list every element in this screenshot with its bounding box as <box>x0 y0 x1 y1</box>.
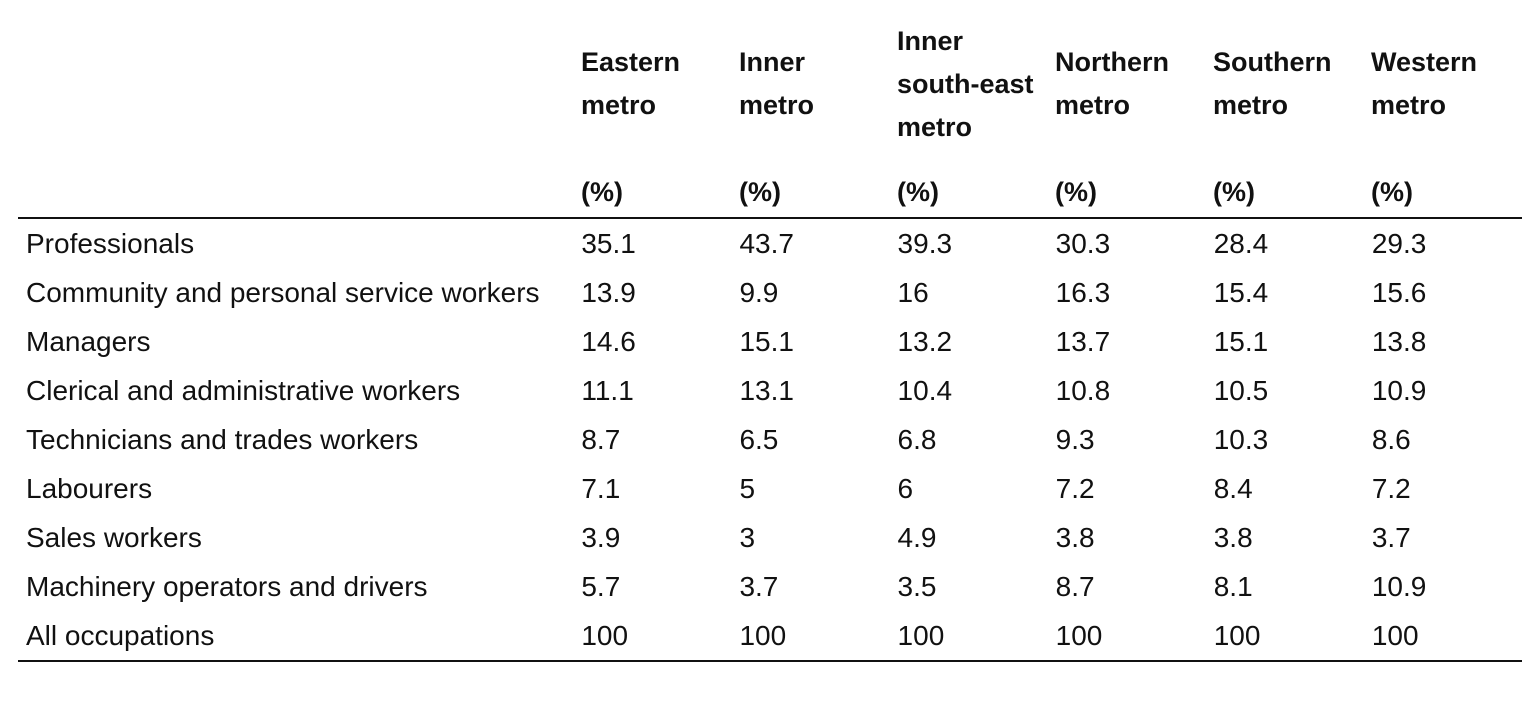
cell-value: 3.5 <box>897 570 937 602</box>
cell-value: 7.2 <box>1055 472 1095 504</box>
table: Professionals 35.1 43.7 39.3 30.3 28.4 29.3 Com… <box>18 219 1522 662</box>
column-header: Southern metro (%) <box>1205 0 1363 217</box>
cell-value: 10.3 <box>1213 423 1269 455</box>
column-label: Southern metro <box>1213 47 1332 120</box>
cell-value: 100 <box>1371 619 1419 651</box>
table-row: Technicians and trades workers 8.7 6.5 6.8 9… <box>18 415 1522 464</box>
table-row: Labourers 7.1 5 6 7.2 8.4 7.2 <box>18 464 1522 513</box>
cell-value: 8.7 <box>1055 570 1095 602</box>
table-header: Eastern metro (%) Inner metro (%) Inner sout… <box>18 0 1522 219</box>
cell-value: 15.4 <box>1213 276 1269 308</box>
cell-value: 100 <box>581 619 629 651</box>
cell-value: 13.7 <box>1055 325 1111 357</box>
column-unit: (%) <box>1055 177 1097 207</box>
cell-value: 8.7 <box>581 423 621 455</box>
cell-value: 9.9 <box>739 276 779 308</box>
cell-value: 6.8 <box>897 423 937 455</box>
cell-value: 13.1 <box>739 374 794 406</box>
cell-value: 3.8 <box>1055 521 1095 553</box>
column-header: Northern metro (%) <box>1047 0 1205 217</box>
cell-value: 16 <box>897 276 929 308</box>
cell-value: 8.1 <box>1213 570 1253 602</box>
row-label: Clerical and administrative workers <box>26 374 461 406</box>
cell-value: 7.1 <box>581 472 621 504</box>
cell-value: 10.9 <box>1371 374 1427 406</box>
cell-value: 4.9 <box>897 521 937 553</box>
column-unit: (%) <box>897 177 939 207</box>
cell-value: 100 <box>739 619 787 651</box>
cell-value: 10.5 <box>1213 374 1269 406</box>
cell-value: 6 <box>897 472 914 504</box>
column-header: Western metro (%) <box>1363 0 1521 217</box>
column-header: Inner metro (%) <box>731 0 889 217</box>
table-row: Community and personal service workers 13… <box>18 268 1522 317</box>
cell-value: 30.3 <box>1055 227 1111 259</box>
cell-value: 16.3 <box>1055 276 1111 308</box>
cell-value: 13.9 <box>581 276 636 308</box>
cell-value: 15.6 <box>1371 276 1427 308</box>
column-label: Northern metro <box>1055 47 1169 120</box>
cell-value: 3.7 <box>739 570 779 602</box>
column-header: Inner south-east metro (%) <box>889 0 1047 217</box>
cell-value: 8.6 <box>1371 423 1411 455</box>
column-label: Inner south-east metro <box>897 25 1034 142</box>
row-label: Professionals <box>26 227 195 259</box>
column-unit: (%) <box>581 177 623 207</box>
table-container: Eastern metro (%) Inner metro (%) Inner sout… <box>18 0 1522 662</box>
cell-value: 3 <box>739 521 756 553</box>
table-row: Managers 14.6 15.1 13.2 13.7 15.1 13.8 <box>18 317 1522 366</box>
cell-value: 10.8 <box>1055 374 1111 406</box>
row-label: Sales workers <box>26 521 202 553</box>
table-row: Sales workers 3.9 3 4.9 3.8 3.8 3.7 <box>18 513 1522 562</box>
cell-value: 13.8 <box>1371 325 1427 357</box>
cell-value: 100 <box>1055 619 1103 651</box>
cell-value: 11.1 <box>581 374 634 406</box>
cell-value: 15.1 <box>739 325 794 357</box>
column-unit: (%) <box>1213 177 1255 207</box>
row-label: Managers <box>26 325 151 357</box>
cell-value: 13.2 <box>897 325 953 357</box>
table-row: Clerical and administrative workers 11.1 1… <box>18 366 1522 415</box>
column-unit: (%) <box>739 177 781 207</box>
table-row: Professionals 35.1 43.7 39.3 30.3 28.4 29.3 <box>18 219 1522 268</box>
cell-value: 5 <box>739 472 756 504</box>
column-unit: (%) <box>1371 177 1413 207</box>
cell-value: 100 <box>1213 619 1261 651</box>
table-row: All occupations 100 100 100 100 100 100 <box>18 611 1522 661</box>
row-label: Labourers <box>26 472 153 504</box>
cell-value: 39.3 <box>897 227 953 259</box>
cell-value: 7.2 <box>1371 472 1411 504</box>
cell-value: 10.4 <box>897 374 953 406</box>
table-body: Professionals 35.1 43.7 39.3 30.3 28.4 29.3 Com… <box>18 219 1522 661</box>
cell-value: 10.9 <box>1371 570 1427 602</box>
row-label: Technicians and trades workers <box>26 423 419 455</box>
cell-value: 6.5 <box>739 423 779 455</box>
row-label: All occupations <box>26 619 215 651</box>
cell-value: 15.1 <box>1213 325 1269 357</box>
cell-value: 43.7 <box>739 227 794 259</box>
row-label: Community and personal service workers <box>26 276 540 308</box>
row-label: Machinery operators and drivers <box>26 570 428 602</box>
cell-value: 35.1 <box>581 227 636 259</box>
cell-value: 3.9 <box>581 521 621 553</box>
cell-value: 29.3 <box>1371 227 1427 259</box>
column-header: Eastern metro (%) <box>573 0 731 217</box>
cell-value: 100 <box>897 619 945 651</box>
cell-value: 5.7 <box>581 570 621 602</box>
cell-value: 8.4 <box>1213 472 1253 504</box>
column-label: Inner metro <box>739 47 815 120</box>
cell-value: 28.4 <box>1213 227 1269 259</box>
cell-value: 3.8 <box>1213 521 1253 553</box>
column-label: Eastern metro <box>581 47 681 120</box>
column-label: Western metro <box>1371 47 1478 120</box>
cell-value: 14.6 <box>581 325 636 357</box>
cell-value: 9.3 <box>1055 423 1095 455</box>
cell-value: 3.7 <box>1371 521 1411 553</box>
table-row: Machinery operators and drivers 5.7 3.7 3.5… <box>18 562 1522 611</box>
